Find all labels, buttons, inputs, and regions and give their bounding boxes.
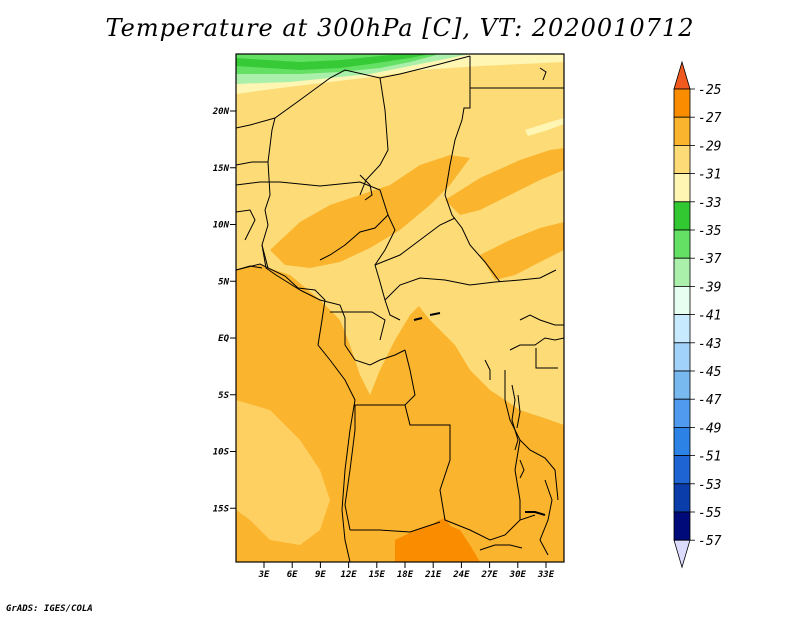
colorbar-swatch (673, 370, 691, 400)
lon-label: 3E (258, 570, 270, 580)
colorbar-label: -33 (698, 196, 721, 211)
colorbar-swatch (673, 398, 691, 428)
lon-label: 33E (537, 570, 555, 580)
colorbar-label: -29 (698, 139, 721, 154)
lat-label: 5N (218, 277, 229, 287)
lon-label: 21E (424, 570, 442, 580)
colorbar-swatch (673, 314, 691, 344)
lat-label: EQ (218, 334, 229, 344)
colorbar-swatch (673, 116, 691, 146)
colorbar-label: -55 (698, 506, 722, 521)
colorbar-swatch (673, 285, 691, 315)
lat-label: 15N (213, 164, 230, 174)
colorbar-swatch (673, 511, 691, 541)
lat-label: 5S (218, 391, 229, 401)
colorbar-swatch (673, 144, 691, 174)
lon-label: 12E (340, 570, 357, 580)
colorbar-swatch (673, 426, 691, 456)
colorbar: -25 -27 -29 -31 -33 -35 -37 -39 -41 -43 -45 -47 -49 -… (673, 60, 722, 569)
colorbar-top-arrow (673, 60, 691, 90)
colorbar-bottom-arrow (673, 539, 691, 569)
colorbar-swatch (673, 229, 691, 259)
colorbar-label: -47 (698, 393, 722, 408)
lat-label: 10S (213, 448, 230, 458)
colorbar-swatch (673, 88, 691, 118)
colorbar-label: -51 (698, 450, 721, 465)
temperature-field (236, 54, 564, 562)
grads-credit: GrADS: IGES/COLA (6, 604, 93, 614)
colorbar-label: -53 (698, 478, 721, 493)
lon-label: 18E (397, 570, 414, 580)
lon-label: 6E (287, 570, 298, 580)
colorbar-label: -45 (698, 365, 722, 380)
country-borders (236, 55, 564, 562)
colorbar-swatch (673, 455, 691, 485)
colorbar-label: -43 (698, 337, 721, 352)
lat-label: 15S (213, 504, 230, 514)
colorbar-swatch (673, 483, 691, 513)
lon-label: 24E (452, 570, 470, 580)
colorbar-label: -31 (698, 168, 721, 183)
lat-label: 20N (212, 107, 230, 117)
colorbar-label: -25 (698, 83, 722, 98)
latitude-axis: 20N 15N 10N 5N EQ 5S 10S 15S (212, 107, 236, 514)
map-frame (235, 53, 565, 563)
colorbar-label: -39 (698, 280, 721, 295)
lat-label: 10N (213, 221, 230, 231)
map-title: Temperature at 300hPa [C], VT: 202001071… (105, 14, 695, 42)
colorbar-label: -57 (698, 534, 722, 549)
colorbar-label: -41 (698, 309, 721, 324)
lon-label: 9E (315, 570, 326, 580)
colorbar-label: -35 (698, 224, 722, 239)
colorbar-label: -37 (698, 252, 722, 267)
lon-label: 30E (509, 570, 527, 580)
colorbar-swatch (673, 257, 691, 287)
colorbar-label: -49 (698, 421, 721, 436)
longitude-axis: 3E 6E 9E 12E 15E 18E 21E 24E 27E 30E 33E (258, 562, 555, 580)
lon-label: 27E (480, 570, 498, 580)
colorbar-label: -27 (698, 111, 722, 126)
colorbar-swatch (673, 173, 691, 203)
colorbar-swatch (673, 342, 691, 372)
lon-label: 15E (369, 570, 386, 580)
colorbar-swatch (673, 201, 691, 231)
